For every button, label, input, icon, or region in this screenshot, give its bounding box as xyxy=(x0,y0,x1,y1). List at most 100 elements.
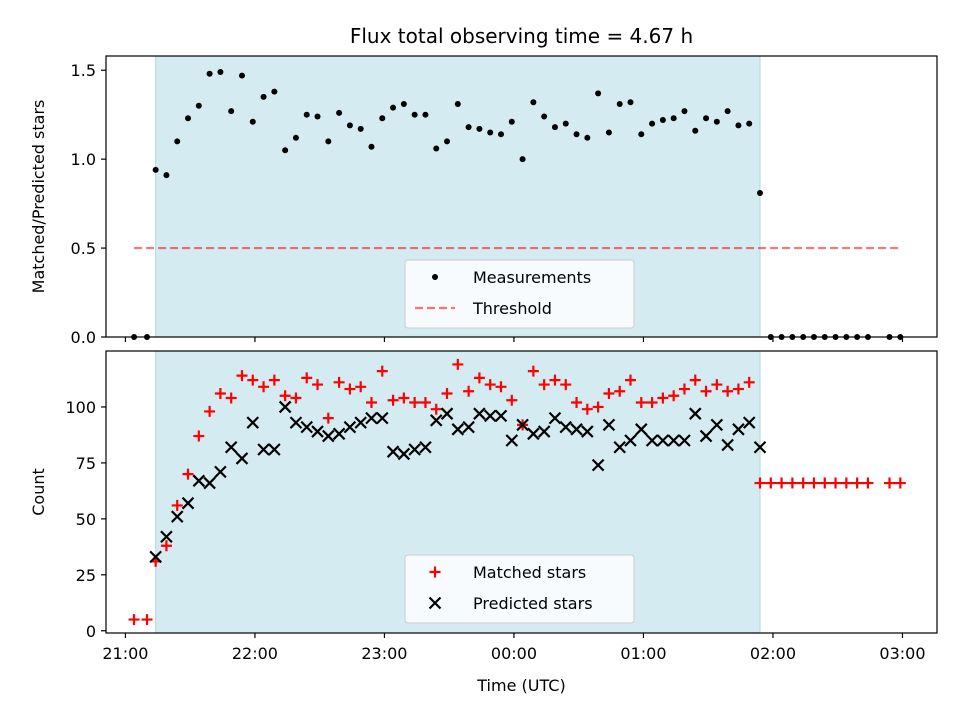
predicted-point xyxy=(440,407,454,420)
matched-point xyxy=(193,430,205,442)
legend-matched-marker xyxy=(429,566,441,578)
x-tick-label: 03:00 xyxy=(879,644,925,663)
measurement-point xyxy=(195,102,202,109)
predicted-point xyxy=(645,434,659,447)
measurement-point xyxy=(713,118,720,125)
matched-point xyxy=(214,388,226,400)
predicted-point xyxy=(365,411,378,425)
y-tick-label: 1.5 xyxy=(71,61,96,80)
matched-point xyxy=(625,374,637,386)
predicted-point xyxy=(149,550,162,564)
predicted-point xyxy=(462,420,475,434)
measurement-point xyxy=(379,115,386,122)
predicted-point xyxy=(516,418,529,432)
matched-point xyxy=(884,477,896,489)
matched-point xyxy=(452,358,464,370)
matched-point xyxy=(786,477,798,489)
measurement-point xyxy=(390,104,397,111)
matched-point xyxy=(171,499,183,511)
predicted-point xyxy=(235,452,249,465)
measurement-point xyxy=(562,120,569,127)
matched-point xyxy=(312,379,324,391)
predicted-point xyxy=(376,411,389,425)
legend-predicted-marker xyxy=(428,596,442,610)
series-matched-stars xyxy=(128,358,906,626)
measurement-point xyxy=(325,138,332,145)
matched-point xyxy=(797,477,809,489)
measurement-point xyxy=(206,70,213,77)
predicted-point xyxy=(494,409,508,423)
chart-title: Flux total observing time = 4.67 h xyxy=(350,24,693,48)
predicted-point xyxy=(246,416,260,429)
x-tick-label: 22:00 xyxy=(232,644,278,663)
predicted-point xyxy=(505,434,519,447)
measurement-point xyxy=(616,101,623,108)
measurement-point xyxy=(627,99,634,106)
matched-point xyxy=(527,365,539,377)
predicted-point xyxy=(408,443,421,456)
predicted-point xyxy=(699,429,713,443)
predicted-point xyxy=(343,420,357,434)
predicted-point xyxy=(397,447,411,461)
matched-point xyxy=(236,370,248,382)
measurement-point xyxy=(228,108,235,115)
legend-box xyxy=(404,554,635,624)
measurement-point xyxy=(444,138,451,145)
matched-point xyxy=(376,365,388,377)
y-tick-label: 0.0 xyxy=(71,328,96,347)
x-tick-label: 01:00 xyxy=(620,644,666,663)
matched-point xyxy=(862,477,874,489)
matched-point xyxy=(290,392,302,404)
matched-point xyxy=(387,394,399,406)
matched-point xyxy=(808,477,820,489)
matched-point xyxy=(484,379,496,391)
matched-point xyxy=(279,390,291,402)
legend: Measurements Threshold xyxy=(404,259,635,329)
predicted-point xyxy=(613,440,626,454)
matched-point xyxy=(204,405,216,417)
y-tick-label: 0 xyxy=(86,622,96,641)
measurement-point xyxy=(692,127,699,134)
matched-point xyxy=(506,394,518,406)
matched-point xyxy=(398,392,410,404)
legend-label: Threshold xyxy=(472,299,552,318)
y-tick-label: 100 xyxy=(65,398,96,417)
predicted-point xyxy=(742,416,756,429)
predicted-point xyxy=(451,423,465,436)
measurement-point xyxy=(757,189,764,196)
predicted-point xyxy=(753,440,767,454)
y-tick-label: 50 xyxy=(76,510,96,529)
measurement-point xyxy=(595,90,602,97)
legend-label: Measurements xyxy=(473,268,591,287)
measurement-point xyxy=(346,122,353,129)
measurement-point xyxy=(314,113,321,120)
matched-point xyxy=(333,376,345,388)
matched-point xyxy=(592,401,604,413)
predicted-point xyxy=(429,414,443,427)
matched-point xyxy=(668,390,680,402)
measurement-point xyxy=(530,99,537,106)
y-tick-label: 75 xyxy=(76,454,96,473)
matched-point xyxy=(894,477,906,489)
matched-point xyxy=(776,477,788,489)
measurement-point xyxy=(163,172,170,179)
predicted-point xyxy=(635,423,648,436)
measurement-point xyxy=(487,129,494,136)
matched-point xyxy=(732,383,744,395)
predicted-point xyxy=(602,418,616,432)
matched-point xyxy=(128,614,140,626)
legend-measurement-marker xyxy=(432,274,438,280)
matched-point xyxy=(851,477,863,489)
y-tick-label: 0.5 xyxy=(71,239,96,258)
matched-point xyxy=(538,379,550,391)
top-panel: 0.0 0.5 1.0 1.5 Matched/Predicted stars Measu… xyxy=(29,55,938,347)
predicted-point xyxy=(667,434,680,447)
predicted-point xyxy=(322,429,335,443)
matched-point xyxy=(473,372,485,384)
measurement-point xyxy=(368,143,375,150)
matched-point xyxy=(365,396,377,408)
legend-label: Matched stars xyxy=(473,563,586,582)
predicted-point xyxy=(181,496,195,510)
measurement-point xyxy=(584,134,591,141)
measurement-point xyxy=(541,113,548,120)
